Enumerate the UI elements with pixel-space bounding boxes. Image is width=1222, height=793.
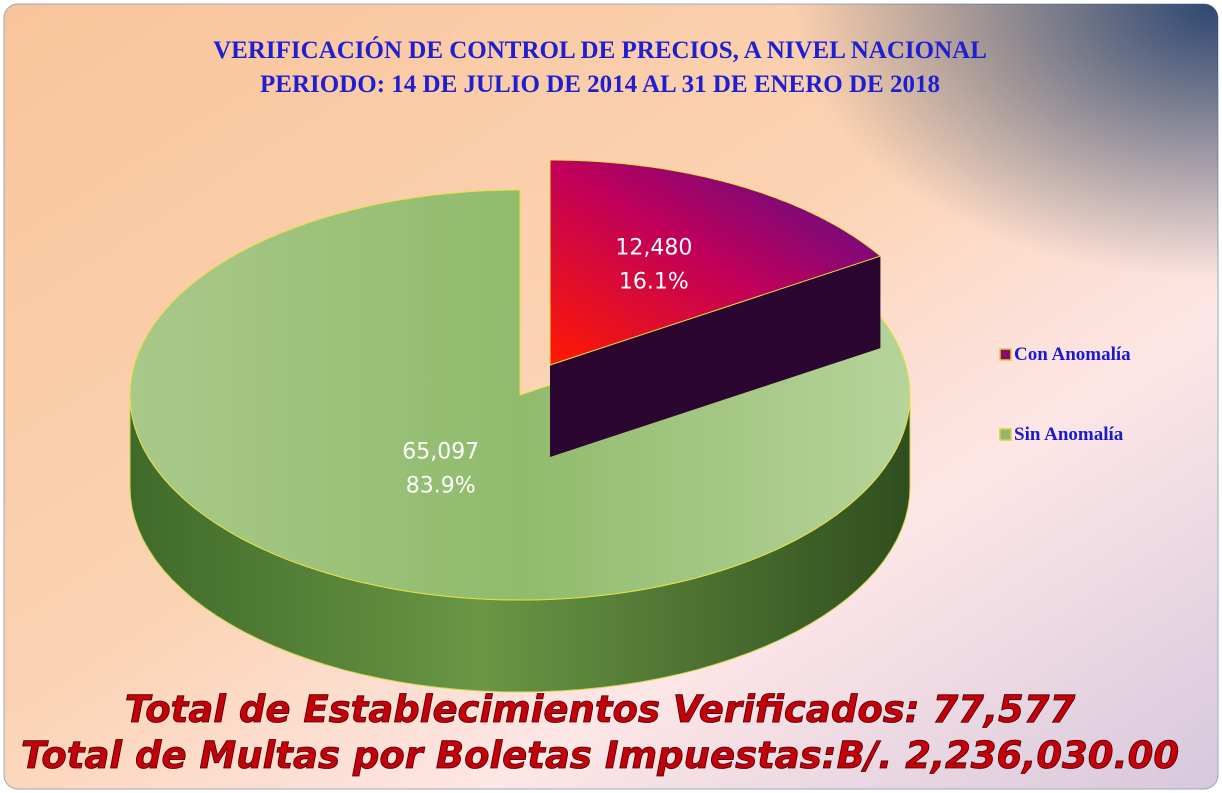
legend-label: Sin Anomalía <box>1014 424 1124 445</box>
slice <box>129 189 911 601</box>
legend-swatch <box>999 348 1012 361</box>
annotation: Total de Multas por Boletas Impuestas:B/… <box>21 734 1179 777</box>
chart-title: VERIFICACIÓN DE CONTROL DE PRECIOS, A NI… <box>213 36 987 64</box>
slice-face <box>550 256 881 457</box>
annotation: Total de Establecimientos Verificados: 7… <box>125 688 1076 731</box>
percent-label: 16.1% <box>619 269 689 294</box>
legend-swatch <box>999 428 1012 441</box>
data-label: 12,480 <box>615 235 692 260</box>
chart-subtitle: PERIODO: 14 DE JULIO DE 2014 AL 31 DE EN… <box>260 71 940 98</box>
data-label: 65,097 <box>402 439 479 464</box>
legend-label: Con Anomalía <box>1014 344 1131 365</box>
slice <box>549 159 882 366</box>
percent-label: 83.9% <box>406 473 476 498</box>
